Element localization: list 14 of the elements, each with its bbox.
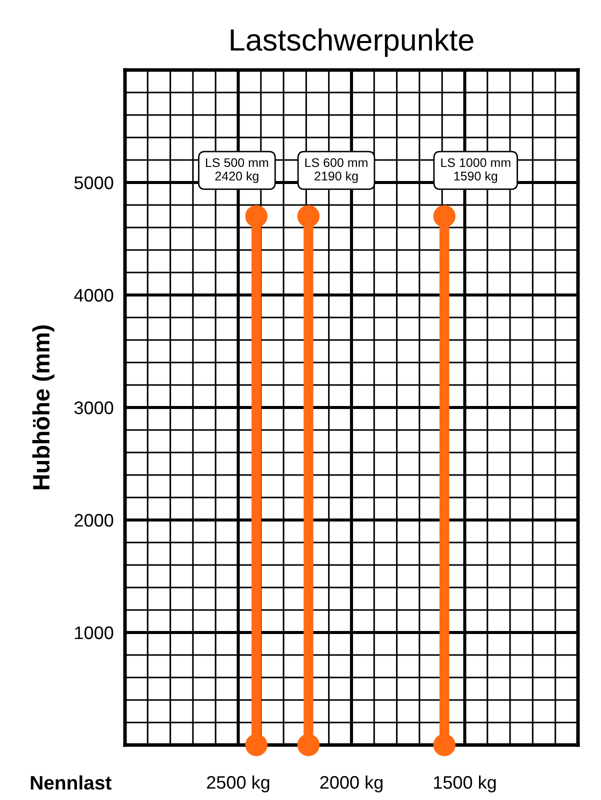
y-axis-title: Hubhöhe (mm) bbox=[32, 325, 54, 490]
x-tick-label: 1500 kg bbox=[434, 776, 496, 792]
annotation: LS 1000 mm 1590 kg bbox=[441, 158, 510, 183]
y-tick-label: 4000 bbox=[74, 288, 114, 302]
chart-title: Lastschwerpunkte bbox=[230, 28, 474, 57]
annotation: LS 600 mm 2190 kg bbox=[305, 158, 368, 183]
y-tick-label: 5000 bbox=[74, 176, 114, 190]
y-tick-label: 1000 bbox=[75, 626, 114, 640]
x-axis-title: Nennlast bbox=[30, 775, 112, 790]
y-tick-label: 2000 bbox=[74, 514, 114, 527]
y-tick-label: 3000 bbox=[74, 401, 114, 414]
annotation: LS 500 mm 2420 kg bbox=[206, 158, 268, 183]
x-tick-label: 2500 kg bbox=[207, 776, 270, 792]
x-tick-label: 2000 kg bbox=[320, 776, 382, 792]
